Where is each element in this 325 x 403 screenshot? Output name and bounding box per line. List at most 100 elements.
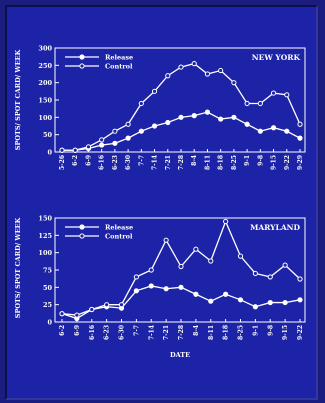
x-tick-label: 6-23 xyxy=(112,155,119,170)
data-point-control xyxy=(59,311,65,317)
data-point-release xyxy=(297,135,303,141)
plot-frame xyxy=(54,217,306,323)
legend-label-release: Release xyxy=(105,54,133,62)
x-tick-label: 6-30 xyxy=(125,155,132,170)
legend-marker-control xyxy=(79,233,85,239)
data-point-control xyxy=(112,128,118,134)
x-tick-label: 7-7 xyxy=(133,325,140,336)
data-point-control xyxy=(104,302,110,308)
data-point-release xyxy=(191,113,197,119)
data-point-control xyxy=(282,262,288,268)
data-point-release xyxy=(99,142,105,148)
x-tick-label: 7-14 xyxy=(148,325,155,340)
plot-frame xyxy=(54,47,306,153)
y-axis-label: SPOTS/ SPOT CARD/ WEEK xyxy=(14,217,22,318)
data-point-control xyxy=(89,306,95,313)
data-point-control xyxy=(163,237,169,243)
y-tick-label: 50 xyxy=(43,284,53,292)
data-point-release xyxy=(237,297,244,303)
y-axis-label: SPOTS/ SPOT CARD/ WEEK xyxy=(14,49,22,150)
y-tick-label: 0 xyxy=(47,149,52,157)
data-point-control xyxy=(223,218,229,225)
x-tick-label: 8-25 xyxy=(231,155,238,170)
chart-new-york: 0 50 100 150 200 250 300 5-26 6-2 6-9 6-16 6-23 6-30… xyxy=(14,45,306,170)
y-tick-label: 25 xyxy=(43,301,53,309)
legend-marker-release xyxy=(79,224,85,230)
data-point-release xyxy=(165,119,171,126)
x-tick-label: 7-28 xyxy=(178,325,185,340)
chart-title: NEW YORK xyxy=(252,53,301,62)
data-point-control xyxy=(125,121,131,127)
legend-label-control: Control xyxy=(105,63,133,71)
legend-label-control: Control xyxy=(105,233,133,241)
data-point-release xyxy=(133,288,139,294)
x-tick-label: 7-14 xyxy=(152,155,159,170)
x-tick-label: 7-7 xyxy=(138,155,145,166)
data-point-release xyxy=(282,299,288,306)
data-point-control xyxy=(208,258,214,264)
data-point-release xyxy=(284,128,290,134)
y-tick-label: 100 xyxy=(38,114,52,122)
x-tick-label: 9-22 xyxy=(297,325,304,340)
data-point-control xyxy=(178,263,184,270)
legend-marker-control xyxy=(79,63,85,69)
data-point-control xyxy=(138,100,144,107)
data-point-control xyxy=(191,61,197,67)
y-tick-label: 200 xyxy=(38,79,52,87)
y-tick-label: 75 xyxy=(43,267,53,275)
x-tick-label: 5-26 xyxy=(59,155,66,170)
data-point-release xyxy=(252,304,258,310)
data-point-release xyxy=(151,123,158,129)
data-point-release xyxy=(148,283,154,289)
x-tick-label: 9-1 xyxy=(252,325,259,336)
data-point-control xyxy=(85,144,92,150)
data-point-release xyxy=(178,114,184,120)
x-tick-label: 8-25 xyxy=(238,325,245,340)
data-point-release xyxy=(267,299,273,306)
data-point-release xyxy=(178,284,184,290)
x-tick-label: 8-11 xyxy=(204,155,211,170)
chart-maryland: 0 25 50 75 100 125 150 6-2 6-9 6-16 6-23 6-30 7-7 7-1… xyxy=(14,215,306,359)
data-point-control xyxy=(165,73,171,79)
x-tick-label: 6-16 xyxy=(89,325,96,340)
data-point-control xyxy=(257,100,263,107)
data-point-release xyxy=(204,109,211,115)
y-tick-label: 150 xyxy=(38,215,52,223)
series-line-control xyxy=(62,62,301,151)
data-point-release xyxy=(218,116,224,122)
x-tick-label: 6-9 xyxy=(74,325,81,336)
x-tick-label: 9-22 xyxy=(284,155,291,170)
data-point-release xyxy=(223,291,229,297)
x-tick-label: 9-1 xyxy=(244,155,251,166)
series-line-release xyxy=(61,285,301,320)
x-tick-label: 8-18 xyxy=(218,155,225,170)
data-point-control xyxy=(267,274,273,280)
data-point-release xyxy=(257,128,263,134)
data-point-control xyxy=(193,246,199,252)
x-tick-label: 8-4 xyxy=(193,325,200,336)
data-point-release xyxy=(208,298,214,304)
legend-label-release: Release xyxy=(105,224,133,232)
x-tick-label: 9-8 xyxy=(267,325,274,336)
data-point-control xyxy=(297,121,303,127)
x-tick-label: 7-28 xyxy=(178,155,185,170)
chart-title: MARYLAND xyxy=(250,223,300,232)
data-point-control xyxy=(218,67,224,74)
data-point-release xyxy=(270,125,277,131)
x-tick-label: 6-16 xyxy=(99,155,106,170)
data-point-control xyxy=(151,88,158,94)
data-point-control xyxy=(297,276,303,282)
x-tick-label: 6-2 xyxy=(59,325,66,336)
data-point-release xyxy=(244,121,250,127)
x-tick-label: 9-15 xyxy=(282,325,289,340)
data-point-control xyxy=(118,302,125,308)
x-tick-label: 8-4 xyxy=(191,155,198,166)
data-point-control xyxy=(72,147,78,153)
x-axis-label: DATE xyxy=(170,351,190,359)
y-tick-label: 250 xyxy=(38,62,52,70)
x-tick-label: 8-18 xyxy=(223,325,230,340)
y-tick-label: 150 xyxy=(38,97,52,105)
x-tick-label: 6-23 xyxy=(104,325,111,340)
